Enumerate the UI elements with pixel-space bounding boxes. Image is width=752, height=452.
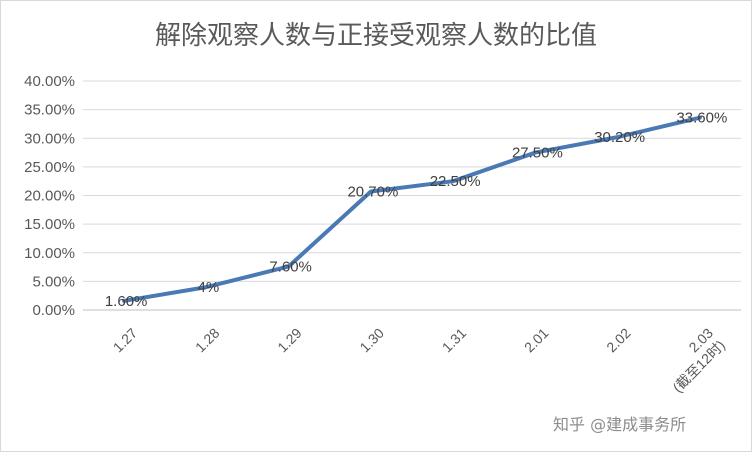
y-tick-label: 25.00% bbox=[24, 159, 75, 176]
data-label: 1.60% bbox=[105, 293, 148, 310]
y-tick-label: 10.00% bbox=[24, 245, 75, 262]
x-tick-label: 2.02 bbox=[603, 325, 634, 356]
data-label: 20.70% bbox=[347, 183, 398, 200]
y-tick-label: 40.00% bbox=[24, 73, 75, 90]
data-label: 7.60% bbox=[269, 258, 312, 275]
x-tick-label: 1.30 bbox=[356, 325, 387, 356]
x-tick-label: 1.29 bbox=[274, 325, 305, 356]
chart-title: 解除观察人数与正接受观察人数的比值 bbox=[154, 21, 597, 51]
y-tick-label: 35.00% bbox=[24, 102, 75, 119]
x-tick-label: 1.28 bbox=[192, 325, 223, 356]
y-tick-label: 15.00% bbox=[24, 216, 75, 233]
x-tick-label: 1.31 bbox=[439, 325, 470, 356]
watermark-text: 知乎 @建成事务所 bbox=[553, 415, 687, 434]
data-label: 27.50% bbox=[512, 145, 563, 162]
y-tick-label: 0.00% bbox=[32, 302, 75, 319]
series-line bbox=[122, 115, 702, 303]
data-label: 4% bbox=[198, 279, 220, 296]
y-tick-label: 30.00% bbox=[24, 130, 75, 147]
y-tick-label: 20.00% bbox=[24, 188, 75, 205]
x-tick-label: 2.03(截至12时) bbox=[657, 325, 728, 396]
data-label: 22.50% bbox=[430, 173, 481, 190]
data-label: 30.20% bbox=[594, 129, 645, 146]
data-label: 33.60% bbox=[676, 110, 727, 127]
y-tick-label: 5.00% bbox=[32, 273, 75, 290]
x-tick-label: 1.27 bbox=[110, 325, 141, 356]
x-tick-label: 2.01 bbox=[521, 325, 552, 356]
